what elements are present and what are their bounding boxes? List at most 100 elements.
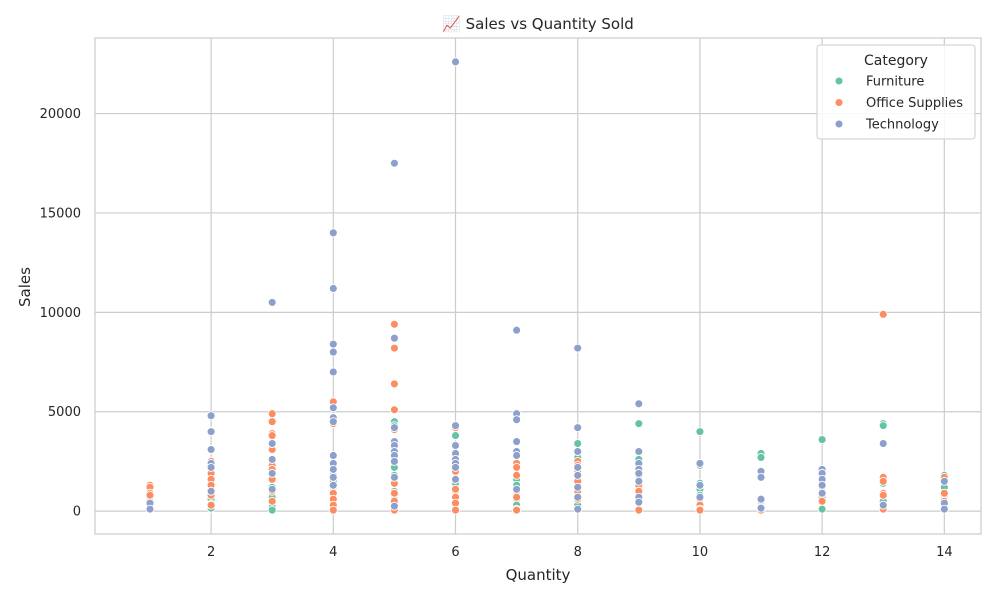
legend-title: Category	[864, 53, 928, 69]
point-office-supplies	[878, 309, 888, 319]
point-technology	[512, 437, 522, 447]
point-technology	[878, 500, 888, 510]
point-technology	[573, 423, 583, 433]
legend-box	[816, 44, 976, 140]
point-technology	[328, 403, 338, 413]
point-technology	[267, 297, 277, 307]
point-technology	[634, 468, 644, 478]
point-furniture	[817, 435, 827, 445]
point-technology	[573, 343, 583, 353]
point-technology	[389, 472, 399, 482]
legend-items: Furniture Office Supplies Technology	[834, 75, 963, 133]
point-technology	[939, 504, 949, 514]
tick-labels: 2 4 6 8 10 12 14 0 5000 10000 15000 20000	[40, 107, 953, 560]
point-technology	[328, 339, 338, 349]
point-technology	[573, 504, 583, 514]
point-technology	[328, 347, 338, 357]
x-tick-label: 14	[936, 545, 953, 560]
x-tick-label: 8	[574, 545, 582, 560]
point-office-supplies	[206, 500, 216, 510]
point-technology	[878, 439, 888, 448]
point-technology	[512, 451, 522, 460]
y-tick-label: 10000	[40, 306, 81, 321]
point-technology	[634, 497, 644, 507]
point-technology	[573, 482, 583, 492]
legend: Category Furniture Office Supplies Technol…	[816, 44, 976, 140]
legend-marker-technology	[834, 119, 844, 129]
x-tick-label: 10	[692, 545, 709, 560]
point-technology	[634, 476, 644, 486]
point-furniture	[756, 453, 766, 462]
point-office-supplies	[389, 405, 399, 415]
point-technology	[451, 474, 460, 484]
point-technology	[328, 464, 338, 474]
point-technology	[573, 470, 583, 480]
point-technology	[634, 399, 644, 409]
y-tick-label: 5000	[48, 405, 81, 420]
point-furniture	[451, 431, 460, 441]
y-tick-label: 20000	[40, 107, 81, 122]
point-office-supplies	[389, 379, 399, 389]
point-furniture	[267, 505, 277, 515]
point-technology	[389, 456, 399, 466]
y-tick-label: 0	[73, 505, 81, 520]
point-technology	[267, 484, 277, 494]
point-technology	[389, 158, 399, 168]
point-office-supplies	[817, 496, 827, 506]
point-office-supplies	[939, 488, 949, 498]
point-technology	[512, 415, 522, 425]
point-technology	[756, 472, 766, 482]
point-technology	[328, 480, 338, 490]
point-office-supplies	[451, 505, 460, 515]
point-technology	[328, 451, 338, 460]
plot-frame	[94, 37, 982, 535]
point-office-supplies	[145, 490, 155, 500]
legend-label-technology: Technology	[865, 118, 939, 133]
point-office-supplies	[389, 488, 399, 498]
point-technology	[206, 445, 216, 454]
point-office-supplies	[512, 492, 522, 502]
point-technology	[573, 462, 583, 472]
x-tick-label: 6	[451, 545, 459, 560]
point-office-supplies	[267, 496, 277, 506]
point-technology	[695, 480, 705, 490]
point-technology	[756, 503, 766, 513]
legend-label-furniture: Furniture	[866, 75, 924, 90]
point-technology	[206, 462, 216, 472]
point-technology	[573, 492, 583, 502]
point-technology	[267, 468, 277, 478]
point-furniture	[817, 504, 827, 514]
point-office-supplies	[512, 462, 522, 472]
points-layer	[145, 57, 949, 515]
point-technology	[389, 501, 399, 511]
point-technology	[328, 228, 338, 238]
point-office-supplies	[878, 476, 888, 486]
y-axis-label: Sales	[16, 267, 34, 307]
point-technology	[451, 421, 460, 431]
point-office-supplies	[389, 319, 399, 329]
point-office-supplies	[267, 431, 277, 441]
legend-label-office-supplies: Office Supplies	[866, 96, 963, 111]
point-technology	[328, 284, 338, 293]
point-technology	[695, 458, 705, 468]
point-technology	[695, 492, 705, 502]
point-technology	[451, 441, 460, 450]
point-technology	[267, 455, 277, 464]
point-technology	[145, 504, 155, 514]
point-technology	[573, 447, 583, 456]
point-office-supplies	[267, 409, 277, 419]
x-tick-label: 4	[329, 545, 337, 560]
chart-title: 📈 Sales vs Quantity Sold	[442, 15, 634, 33]
point-office-supplies	[267, 417, 277, 427]
point-furniture	[573, 439, 583, 448]
point-technology	[328, 367, 338, 377]
x-tick-label: 2	[207, 545, 215, 560]
point-technology	[939, 476, 949, 486]
point-office-supplies	[512, 505, 522, 515]
point-furniture	[695, 427, 705, 437]
x-axis-label: Quantity	[506, 566, 571, 584]
point-technology	[451, 462, 460, 472]
point-office-supplies	[389, 343, 399, 353]
point-office-supplies	[878, 490, 888, 500]
legend-marker-office-supplies	[834, 98, 844, 107]
